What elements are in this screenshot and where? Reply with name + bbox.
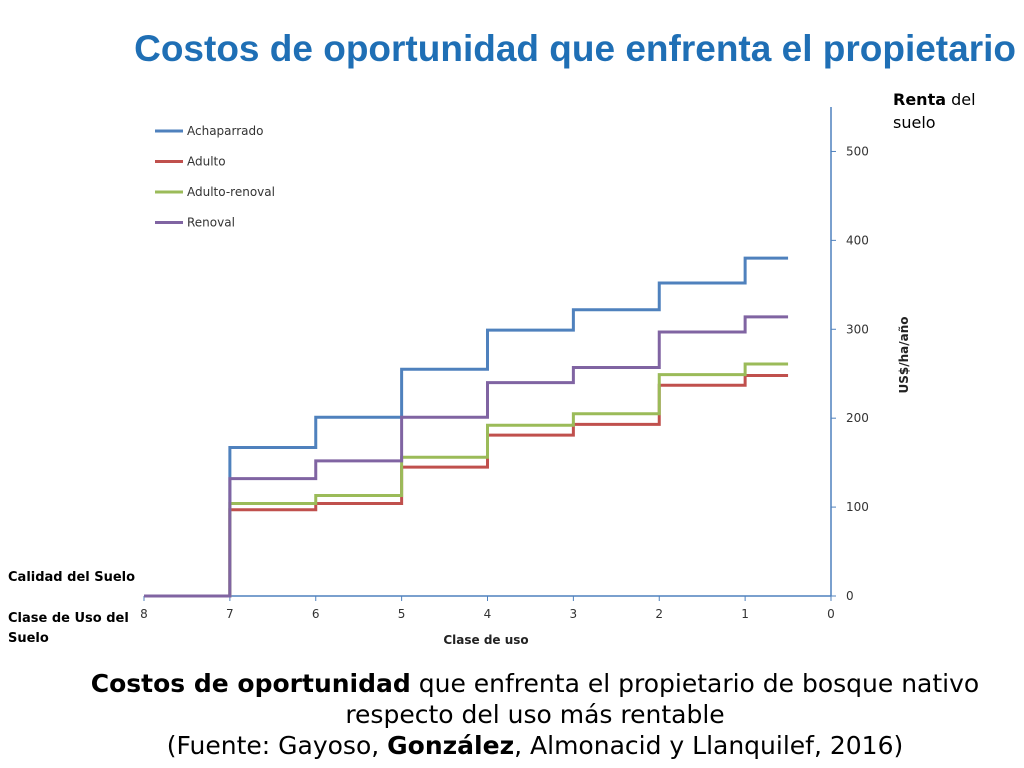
legend-label: Renoval: [187, 216, 235, 230]
caption-line-1: Costos de oportunidad que enfrenta el pr…: [0, 668, 1024, 699]
x-tick-label: 5: [398, 607, 406, 621]
x-tick-label: 2: [655, 607, 663, 621]
caption-line-1-rest: que enfrenta el propietario de bosque na…: [410, 669, 980, 698]
calidad-suelo-label: Calidad del Suelo: [8, 570, 136, 585]
y-tick-label: 0: [846, 589, 854, 603]
series-line-adulto: [144, 374, 789, 598]
caption: Costos de oportunidad que enfrenta el pr…: [0, 668, 1024, 761]
caption-source-a: (Fuente: Gayoso,: [166, 731, 388, 760]
x-tick-label: 4: [484, 607, 492, 621]
caption-source-b: , Almonacid y Llanquilef, 2016): [514, 731, 904, 760]
clase-uso-suelo-label: Clase de Uso del Suelo: [8, 611, 129, 646]
x-tick-label: 3: [570, 607, 578, 621]
legend-label: Adulto-renoval: [187, 185, 275, 199]
x-tick-label: 1: [741, 607, 749, 621]
x-tick-label: 7: [226, 607, 234, 621]
renta-label-bold: Renta: [893, 90, 947, 109]
caption-line-2: respecto del uso más rentable: [345, 700, 725, 729]
y-tick-label: 500: [846, 144, 869, 158]
slide-title: Costos de oportunidad que enfrenta el pr…: [134, 28, 1016, 69]
legend-label: Achaparrado: [187, 124, 264, 138]
x-tick-label: 6: [312, 607, 320, 621]
caption-source-bold: González: [387, 731, 515, 760]
y-tick-label: 400: [846, 233, 869, 247]
series-line-renoval: [144, 315, 789, 598]
x-tick-label: 8: [140, 607, 148, 621]
y-axis-title: US$/ha/año: [897, 316, 911, 393]
legend-label: Adulto: [187, 155, 226, 169]
series-line-adulto-renoval: [144, 362, 789, 598]
series-line-achaparrado: [144, 256, 789, 598]
x-axis-title: Clase de uso: [443, 633, 528, 647]
caption-bold-term: Costos de oportunidad: [90, 669, 411, 698]
y-tick-label: 100: [846, 500, 869, 514]
y-tick-label: 300: [846, 322, 869, 336]
renta-label-rest: del suelo: [893, 90, 976, 132]
renta-label: Renta del suelo: [893, 88, 1003, 134]
x-tick-label: 0: [827, 607, 835, 621]
caption-line-3: (Fuente: Gayoso, González, Almonacid y L…: [0, 730, 1024, 761]
y-tick-label: 200: [846, 411, 869, 425]
